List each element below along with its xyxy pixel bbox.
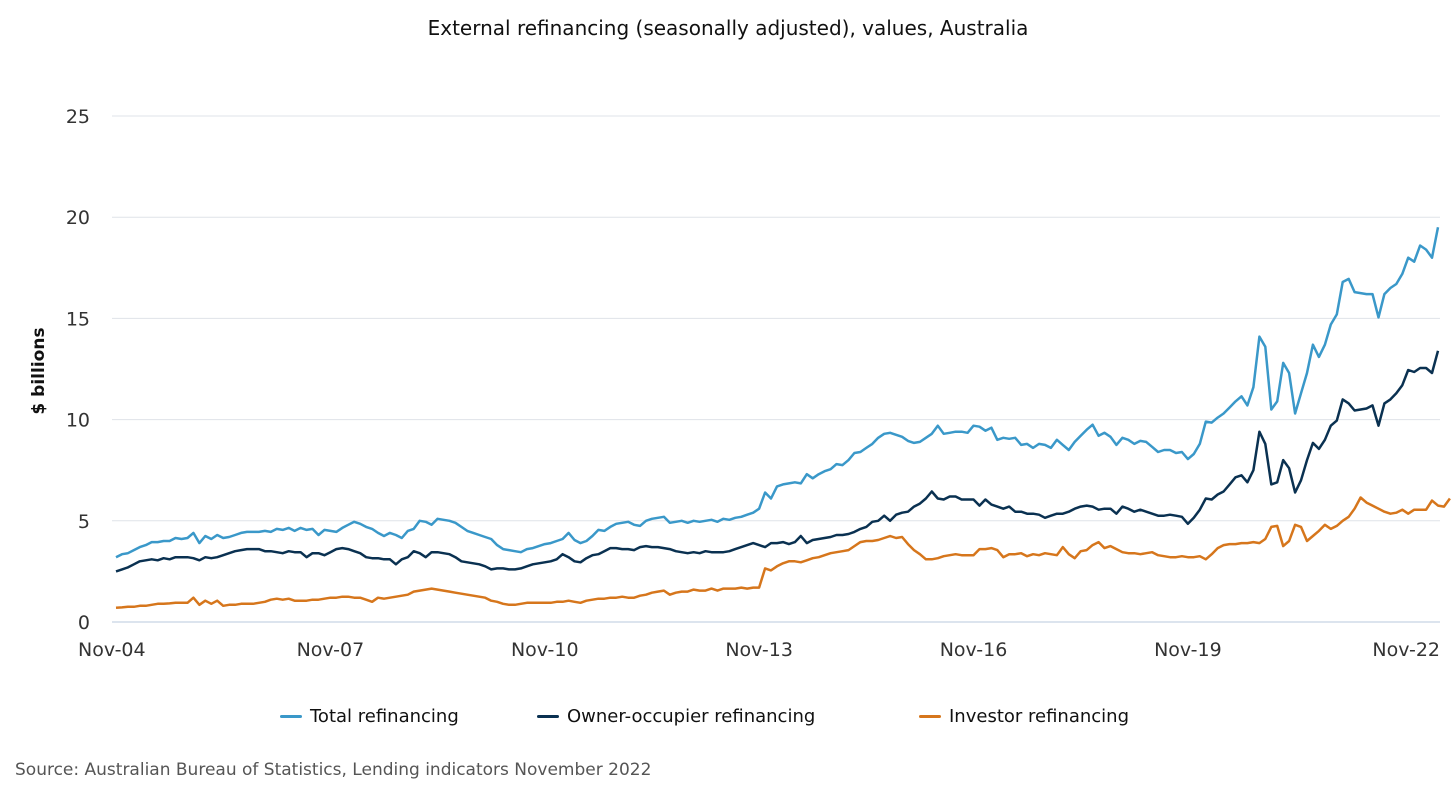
x-tick-label: Nov-19 [1154,639,1222,661]
y-axis-ticks: 0 5 10 15 20 25 [66,106,90,634]
y-axis-label: $ billions [29,327,49,414]
legend-label-investor: Investor refinancing [949,706,1130,727]
x-tick-label: Nov-10 [511,639,579,661]
series-line-investor[interactable] [115,496,1451,610]
legend-item-owner-occupier[interactable]: Owner-occupier refinancing [537,706,815,727]
series-line-owner-occupier[interactable] [115,350,1440,573]
x-tick-label: Nov-13 [725,639,793,661]
chart-title: External refinancing (seasonally adjuste… [427,16,1029,40]
source-note: Source: Australian Bureau of Statistics,… [15,760,652,780]
series-lines [115,227,1451,610]
x-tick-label: Nov-07 [297,639,365,661]
y-tick-label: 10 [66,410,90,432]
legend-item-investor[interactable]: Investor refinancing [919,706,1129,727]
legend-item-total[interactable]: Total refinancing [280,706,459,727]
y-tick-label: 0 [78,612,90,634]
legend-swatch-owner-occupier [537,715,559,718]
y-tick-label: 20 [66,207,90,229]
y-tick-label: 5 [78,511,90,533]
legend-swatch-total [280,715,302,718]
x-tick-label: Nov-04 [78,639,146,661]
legend: Total refinancing Owner-occupier refinan… [0,706,1456,734]
legend-swatch-investor [919,715,941,718]
x-tick-label: Nov-22 [1372,639,1440,661]
y-tick-label: 15 [66,308,90,330]
y-tick-label: 25 [66,106,90,128]
legend-label-owner-occupier: Owner-occupier refinancing [567,706,816,727]
series-line-total[interactable] [115,227,1440,559]
gridlines [112,115,1440,623]
x-axis-ticks: Nov-04 Nov-07 Nov-10 Nov-13 Nov-16 Nov-19 Nov-… [78,639,1440,661]
legend-label-total: Total refinancing [310,706,459,727]
x-tick-label: Nov-16 [940,639,1008,661]
